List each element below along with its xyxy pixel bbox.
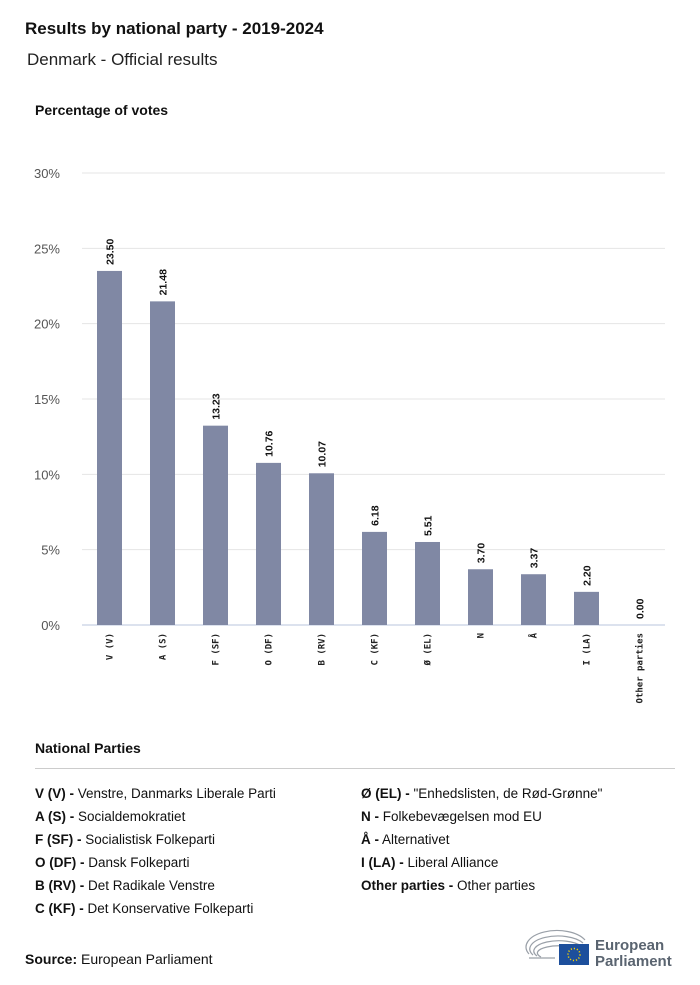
legend-code: I (LA) -	[361, 855, 404, 870]
data-label: 2.20	[582, 565, 594, 586]
legend-item: Å - Alternativet	[361, 832, 450, 847]
x-tick-label: I (LA)	[583, 633, 593, 666]
y-tick-label: 0%	[41, 618, 60, 633]
bar-chart: 0% 5% 10% 15% 20% 25% 30% 23.50 V (V) 21.48 A (S) 1…	[34, 166, 665, 703]
bar	[309, 473, 334, 625]
legend-name: Alternativet	[382, 832, 450, 847]
data-label: 0.00	[635, 598, 647, 619]
legend-name: Det Konservative Folkeparti	[87, 901, 254, 916]
legend-item: C (KF) - Det Konservative Folkeparti	[35, 901, 253, 916]
data-label: 3.37	[529, 548, 541, 569]
legend-name: Socialdemokratiet	[78, 809, 186, 824]
logo-text-2: Parliament	[595, 953, 672, 968]
data-label: 6.18	[370, 505, 382, 526]
x-tick-label: B (RV)	[318, 633, 328, 666]
source: Source: European Parliament	[25, 951, 213, 967]
x-tick-label: O (DF)	[265, 633, 275, 666]
bar	[97, 270, 122, 625]
legend-name: Venstre, Danmarks Liberale Parti	[77, 786, 276, 801]
bar	[150, 301, 175, 625]
legend-code: B (RV) -	[35, 878, 85, 893]
legend-item: Other parties - Other parties	[361, 878, 535, 893]
bar	[415, 541, 440, 625]
source-label: Source:	[25, 951, 78, 967]
x-tick-label: F (SF)	[212, 633, 222, 666]
legend-item: I (LA) - Liberal Alliance	[361, 855, 498, 870]
legend-title: National Parties	[35, 740, 141, 756]
legend-item: V (V) - Venstre, Danmarks Liberale Parti	[35, 786, 276, 801]
y-tick-label: 30%	[34, 166, 60, 181]
legend-name: Liberal Alliance	[407, 855, 499, 870]
x-tick-label: Other parties	[635, 633, 646, 703]
y-tick-label: 10%	[34, 467, 60, 482]
legend-code: Å -	[361, 832, 379, 847]
x-tick-label: V (V)	[106, 633, 116, 660]
logo-text-1: European	[595, 937, 664, 954]
x-tick-label: Ø (EL)	[423, 633, 434, 667]
legend-name: Folkebevægelsen mod EU	[382, 809, 542, 824]
legend-code: O (DF) -	[35, 855, 85, 870]
bar	[203, 425, 228, 625]
chart-title: Results by national party - 2019-2024	[25, 19, 324, 38]
x-tick-label: A (S)	[159, 633, 169, 660]
data-label: 21.48	[158, 269, 170, 295]
y-tick-label: 15%	[34, 392, 60, 407]
legend-code: Ø (EL) -	[361, 786, 410, 801]
bar	[362, 531, 387, 625]
legend-item: B (RV) - Det Radikale Venstre	[35, 878, 215, 893]
legend-divider	[35, 768, 675, 769]
x-tick-label: Å	[529, 632, 540, 638]
legend-code: V (V) -	[35, 786, 74, 801]
legend-code: F (SF) -	[35, 832, 82, 847]
bar	[256, 462, 281, 625]
chart-subtitle: Denmark - Official results	[27, 50, 218, 69]
data-label: 10.76	[264, 430, 276, 456]
source-value: European Parliament	[81, 951, 213, 967]
legend-name: Socialistisk Folkeparti	[85, 832, 216, 847]
data-label: 5.51	[423, 515, 435, 536]
legend-code: Other parties -	[361, 878, 454, 893]
legend-name: "Enhedslisten, de Rød-Grønne"	[413, 786, 603, 801]
legend-code: C (KF) -	[35, 901, 84, 916]
data-label: 23.50	[105, 238, 117, 264]
y-tick-label: 5%	[41, 543, 60, 558]
bar	[468, 569, 493, 625]
data-label: 3.70	[476, 543, 488, 564]
data-label: 13.23	[211, 393, 223, 419]
legend-name: Other parties	[457, 878, 536, 893]
data-label: 10.07	[317, 441, 329, 467]
legend-code: N -	[361, 809, 379, 824]
legend-item: O (DF) - Dansk Folkeparti	[35, 855, 190, 870]
x-tick-label: N	[477, 633, 487, 638]
bar	[574, 591, 599, 625]
bar	[521, 574, 546, 625]
x-tick-label: C (KF)	[371, 633, 381, 666]
legend-name: Det Radikale Venstre	[88, 878, 215, 893]
legend-item: Ø (EL) - "Enhedslisten, de Rød-Grønne"	[361, 786, 602, 801]
legend-item: F (SF) - Socialistisk Folkeparti	[35, 832, 215, 847]
legend-code: A (S) -	[35, 809, 75, 824]
y-axis-label: Percentage of votes	[35, 102, 169, 118]
legend-item: N - Folkebevægelsen mod EU	[361, 809, 542, 824]
legend-name: Dansk Folkeparti	[88, 855, 190, 870]
legend-item: A (S) - Socialdemokratiet	[35, 809, 185, 824]
y-tick-label: 25%	[34, 241, 60, 256]
european-parliament-logo: European Parliament	[525, 929, 672, 968]
y-tick-label: 20%	[34, 317, 60, 332]
